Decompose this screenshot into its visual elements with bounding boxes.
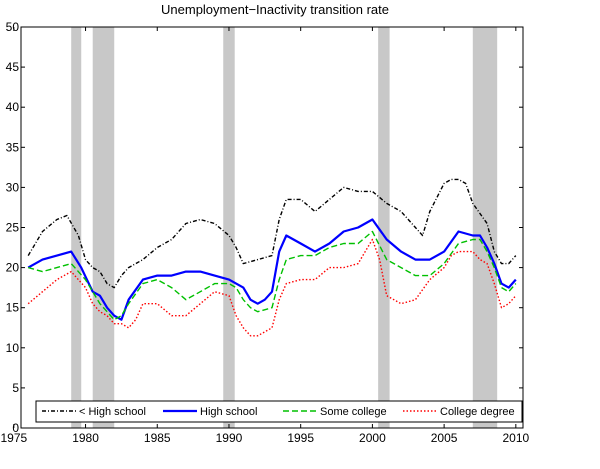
legend-label: < High school	[79, 406, 146, 418]
y-tick-label: 10	[6, 341, 20, 355]
series-line-2	[28, 230, 517, 321]
legend-label: Some college	[320, 406, 387, 418]
y-tick-label: 40	[6, 100, 20, 114]
y-tick-label: 35	[6, 140, 20, 154]
legend-label: High school	[200, 406, 257, 418]
x-axis: 1975 1980 1985 1990 1995 2000 2005 2010	[0, 27, 529, 445]
x-tick-label: 1985	[144, 431, 171, 445]
series-lines	[27, 178, 517, 337]
y-tick-label: 15	[6, 301, 20, 315]
recession-bands	[71, 27, 498, 428]
recession-band	[71, 27, 82, 428]
x-tick-label: 2000	[359, 431, 386, 445]
y-axis: 0 5 10 15 20 25 30 35 40 45 50	[6, 20, 523, 435]
y-tick-label: 5	[12, 381, 19, 395]
x-tick-label: 2010	[502, 431, 529, 445]
x-tick-label: 1975	[0, 431, 27, 445]
recession-band	[378, 27, 390, 428]
recession-band	[92, 27, 115, 428]
y-tick-label: 25	[6, 221, 20, 235]
series-line-3	[27, 238, 517, 337]
y-tick-label: 45	[6, 60, 20, 74]
recession-band	[472, 27, 498, 428]
legend-box	[35, 400, 523, 423]
recession-band	[223, 27, 235, 428]
series-line-1	[27, 218, 517, 321]
y-tick-label: 50	[6, 20, 20, 34]
series-line-0	[27, 178, 517, 289]
x-tick-label: 1995	[287, 431, 314, 445]
x-tick-label: 2005	[431, 431, 458, 445]
x-tick-label: 1980	[72, 431, 99, 445]
x-tick-label: 1990	[216, 431, 243, 445]
legend-label: College degree	[440, 406, 515, 418]
y-tick-label: 30	[6, 180, 20, 194]
y-tick-label: 0	[12, 421, 19, 435]
y-tick-label: 20	[6, 261, 20, 275]
chart-title: Unemployment−Inactivity transition rate	[161, 2, 389, 17]
legend: < High school High school Some college Coll…	[35, 400, 523, 423]
